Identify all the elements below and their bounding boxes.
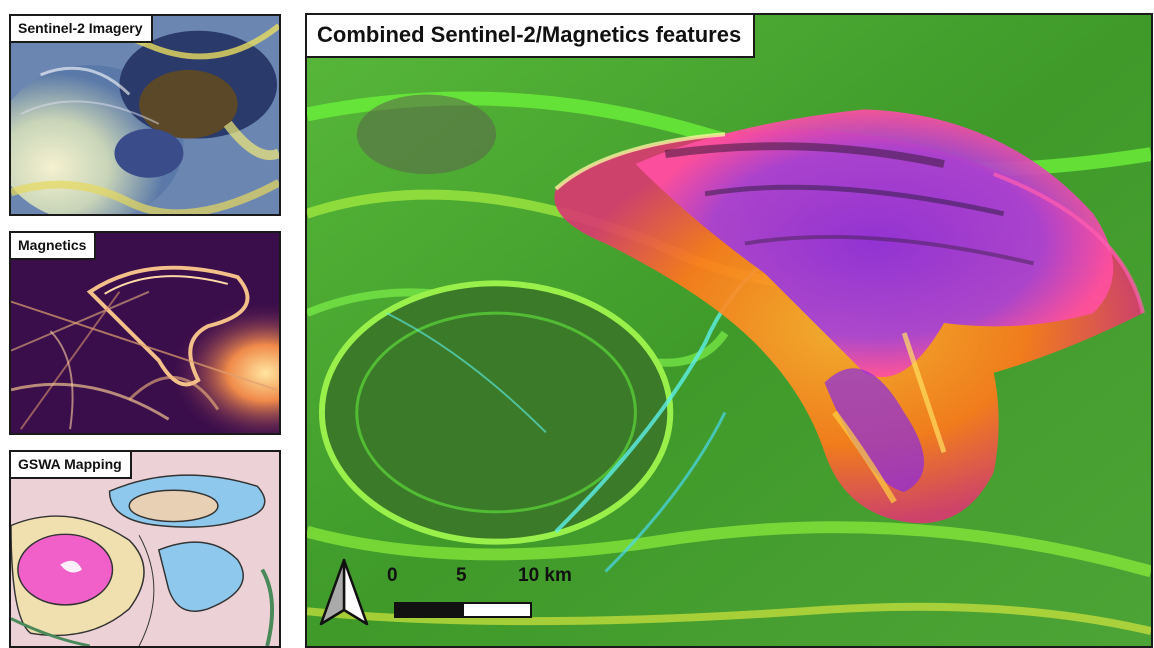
magnetics-panel: Magnetics xyxy=(9,231,281,435)
scale-bar-segment-black xyxy=(394,602,464,618)
scale-label-5: 5 xyxy=(456,565,467,586)
scale-label-10km: 10 km xyxy=(518,565,572,586)
sentinel-imagery-label: Sentinel-2 Imagery xyxy=(11,16,153,43)
sentinel-imagery-panel: Sentinel-2 Imagery xyxy=(9,14,281,216)
combined-features-label: Combined Sentinel-2/Magnetics features xyxy=(307,15,756,58)
scale-label-0: 0 xyxy=(387,565,398,586)
sentinel-imagery-image xyxy=(11,16,279,214)
scale-bar-segment-white xyxy=(462,602,532,618)
combined-features-map: Combined Sentinel-2/Magnetics features xyxy=(305,13,1153,648)
combined-features-image xyxy=(307,15,1151,646)
gswa-mapping-image xyxy=(11,452,279,646)
magnetics-label: Magnetics xyxy=(11,233,97,260)
gswa-mapping-panel: GSWA Mapping xyxy=(9,450,281,648)
gswa-mapping-label: GSWA Mapping xyxy=(11,452,132,479)
north-arrow-icon xyxy=(319,558,369,626)
scale-bar xyxy=(394,602,532,618)
magnetics-image xyxy=(11,233,279,433)
